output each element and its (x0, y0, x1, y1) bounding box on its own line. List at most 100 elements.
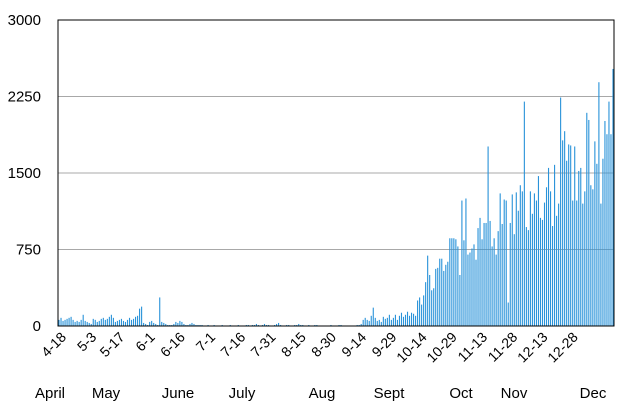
bar (145, 323, 147, 326)
bar (554, 164, 556, 326)
bar (98, 320, 100, 326)
bar (505, 200, 507, 326)
bar (302, 324, 304, 326)
x-tick-label: 9-14 (338, 329, 369, 360)
bar (590, 185, 592, 326)
bar (112, 317, 114, 326)
bar (139, 308, 141, 326)
bar (519, 185, 521, 326)
bar (419, 297, 421, 326)
month-label: April (35, 385, 65, 402)
bar (384, 318, 386, 326)
bar (447, 261, 449, 326)
bar (388, 314, 390, 326)
bar (398, 315, 401, 326)
bar (104, 319, 106, 326)
bar (439, 258, 441, 326)
bar (76, 320, 78, 326)
bar (267, 324, 270, 326)
bar (147, 324, 149, 326)
bar (316, 324, 318, 326)
bar (213, 324, 215, 326)
bar (159, 297, 161, 326)
bar (523, 101, 525, 326)
bar (82, 314, 84, 326)
x-tick-label: 12-13 (514, 329, 551, 366)
bar (183, 323, 185, 326)
bar (126, 319, 129, 326)
bar (364, 317, 366, 326)
bar (185, 324, 187, 326)
bar (487, 146, 489, 326)
bar (137, 315, 139, 326)
bar (463, 240, 465, 326)
bar (558, 203, 560, 326)
bar (298, 323, 300, 326)
bar (286, 324, 288, 326)
bar (340, 324, 342, 326)
bar (86, 321, 88, 326)
bar (362, 319, 364, 326)
bar (70, 316, 72, 326)
bar (278, 322, 280, 326)
bar (189, 323, 191, 326)
bar (433, 288, 435, 326)
bar (374, 317, 376, 326)
bar (529, 191, 531, 326)
bar (124, 321, 127, 326)
x-tick-label: 5-17 (96, 329, 127, 360)
bar (151, 320, 153, 326)
bar (441, 258, 443, 326)
bar (509, 222, 511, 326)
bar (467, 254, 469, 326)
bar (425, 282, 427, 326)
y-tick-label: 1500 (8, 165, 41, 182)
bar (533, 193, 535, 326)
bar-series (58, 68, 614, 327)
bar (265, 324, 268, 326)
bar (608, 101, 610, 326)
bar (274, 324, 276, 326)
month-label: Nov (501, 385, 528, 402)
bar (80, 319, 82, 326)
bar (453, 238, 455, 326)
bar (612, 68, 614, 327)
bar (600, 203, 602, 326)
bar (261, 324, 264, 326)
bar (427, 255, 429, 326)
bar (568, 144, 570, 326)
bar (128, 317, 131, 326)
bar (485, 222, 487, 326)
y-tick-label: 750 (16, 242, 41, 259)
bar (604, 120, 606, 326)
bar (171, 324, 173, 326)
bar (417, 300, 419, 326)
bar (469, 252, 471, 326)
bar (473, 244, 475, 326)
bar (94, 319, 96, 326)
bar (547, 167, 550, 326)
bar (201, 324, 203, 326)
bar (376, 320, 378, 326)
bar (445, 264, 447, 326)
bar (437, 267, 439, 326)
bar (132, 318, 135, 326)
bar (195, 324, 197, 326)
bar (413, 313, 415, 326)
bar (161, 321, 163, 326)
bar (549, 191, 552, 326)
bar (179, 320, 181, 326)
bar (431, 290, 433, 326)
bar (471, 248, 473, 326)
bar (566, 160, 568, 326)
y-tick-label: 2250 (8, 89, 41, 106)
month-label: July (229, 385, 256, 402)
bar (300, 324, 302, 326)
bar (525, 227, 527, 326)
bar (499, 193, 501, 326)
bar (396, 319, 398, 326)
bar (459, 275, 461, 326)
bar (400, 312, 403, 326)
bar (372, 307, 374, 326)
